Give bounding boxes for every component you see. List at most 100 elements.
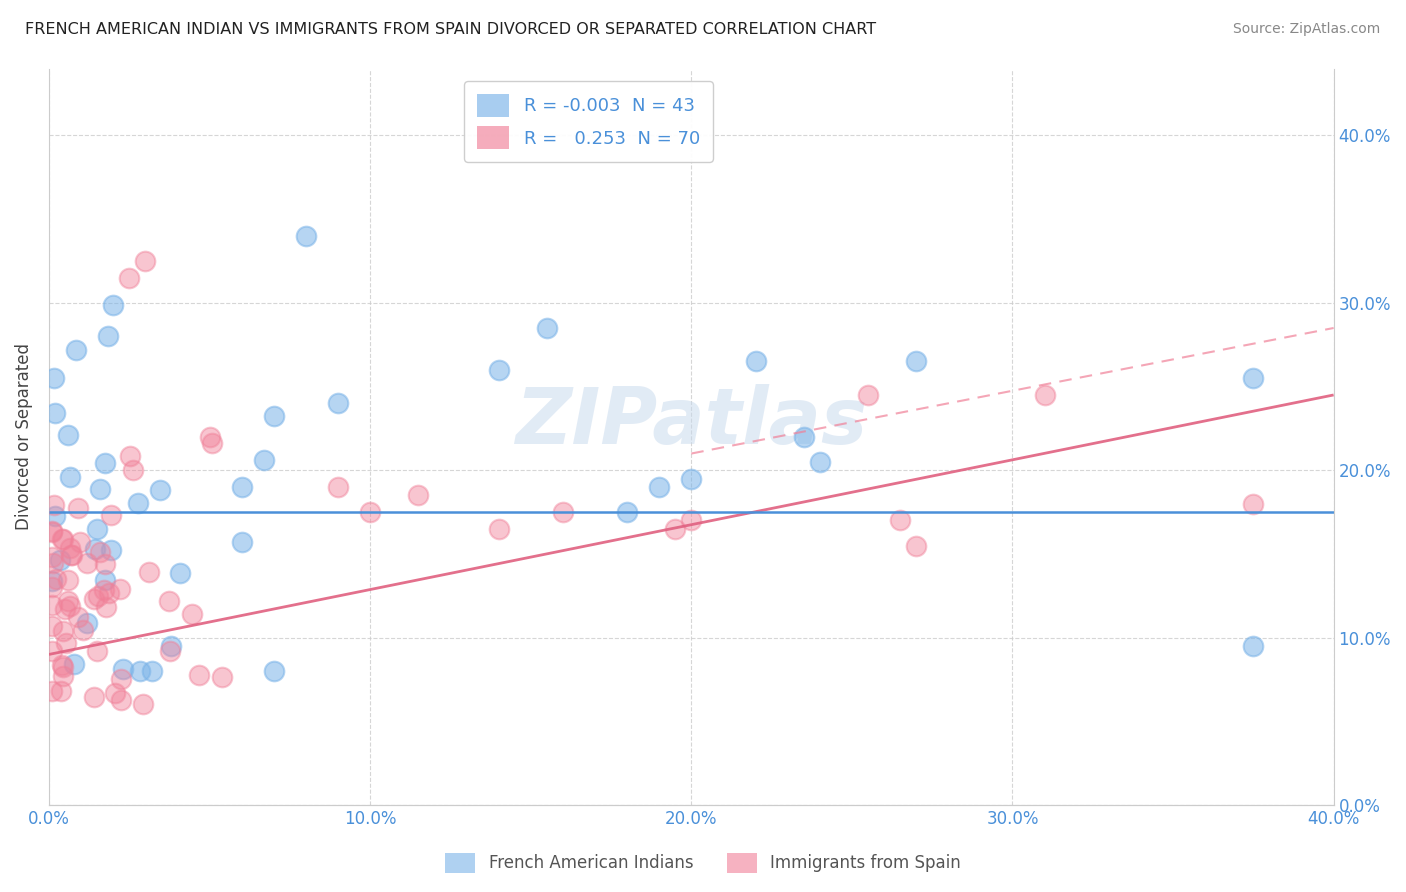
- Point: [51, 658, 73, 673]
- Point: [89, 482, 111, 496]
- Point: [253, 453, 276, 467]
- Point: [1033, 388, 1056, 402]
- Point: [41, 683, 63, 698]
- Point: [97, 329, 120, 343]
- Point: [488, 363, 510, 377]
- Point: [169, 566, 191, 580]
- Point: [648, 480, 671, 494]
- Point: [551, 505, 574, 519]
- Point: [58, 427, 80, 442]
- Y-axis label: Divorced or Separated: Divorced or Separated: [15, 343, 32, 531]
- Point: [55, 636, 77, 650]
- Point: [326, 480, 349, 494]
- Point: [138, 565, 160, 579]
- Point: [159, 644, 181, 658]
- Text: ZIPatlas: ZIPatlas: [515, 384, 868, 460]
- Point: [905, 354, 928, 368]
- Point: [94, 574, 117, 588]
- Point: [263, 664, 285, 678]
- Point: [488, 522, 510, 536]
- Text: FRENCH AMERICAN INDIAN VS IMMIGRANTS FROM SPAIN DIVORCED OR SEPARATED CORRELATIO: FRENCH AMERICAN INDIAN VS IMMIGRANTS FRO…: [25, 22, 876, 37]
- Point: [681, 472, 703, 486]
- Point: [793, 430, 815, 444]
- Point: [1241, 639, 1264, 653]
- Point: [149, 483, 172, 498]
- Point: [359, 505, 381, 519]
- Point: [42, 556, 65, 570]
- Point: [83, 592, 105, 607]
- Point: [198, 430, 221, 444]
- Legend: R = -0.003  N = 43, R =   0.253  N = 70: R = -0.003 N = 43, R = 0.253 N = 70: [464, 81, 713, 162]
- Point: [89, 545, 111, 559]
- Point: [110, 582, 132, 597]
- Point: [86, 522, 108, 536]
- Point: [44, 406, 66, 420]
- Point: [110, 673, 132, 687]
- Point: [84, 542, 107, 557]
- Point: [53, 602, 76, 616]
- Point: [76, 615, 98, 630]
- Point: [536, 321, 558, 335]
- Point: [856, 388, 879, 402]
- Legend: French American Indians, Immigrants from Spain: French American Indians, Immigrants from…: [439, 847, 967, 880]
- Point: [129, 664, 152, 678]
- Point: [52, 624, 75, 638]
- Point: [58, 599, 80, 613]
- Point: [111, 662, 134, 676]
- Point: [86, 644, 108, 658]
- Point: [83, 690, 105, 704]
- Point: [110, 693, 132, 707]
- Point: [118, 450, 141, 464]
- Point: [231, 535, 253, 549]
- Point: [76, 556, 98, 570]
- Point: [616, 505, 638, 519]
- Point: [69, 534, 91, 549]
- Point: [52, 532, 75, 546]
- Point: [664, 522, 686, 536]
- Point: [41, 599, 63, 613]
- Point: [51, 659, 73, 673]
- Point: [63, 657, 86, 672]
- Point: [121, 463, 143, 477]
- Point: [744, 354, 766, 368]
- Point: [159, 639, 181, 653]
- Point: [51, 532, 73, 546]
- Point: [231, 480, 253, 494]
- Point: [41, 524, 63, 538]
- Point: [52, 669, 75, 683]
- Point: [41, 574, 63, 589]
- Point: [72, 623, 94, 637]
- Point: [41, 580, 63, 594]
- Point: [131, 697, 153, 711]
- Point: [67, 501, 90, 516]
- Point: [60, 548, 83, 562]
- Text: Source: ZipAtlas.com: Source: ZipAtlas.com: [1233, 22, 1381, 37]
- Point: [41, 549, 63, 564]
- Point: [96, 600, 118, 615]
- Point: [295, 228, 318, 243]
- Point: [134, 254, 156, 268]
- Point: [100, 508, 122, 522]
- Point: [211, 670, 233, 684]
- Point: [1241, 371, 1264, 385]
- Point: [60, 548, 83, 562]
- Point: [41, 525, 63, 540]
- Point: [808, 455, 831, 469]
- Point: [93, 583, 115, 598]
- Point: [326, 396, 349, 410]
- Point: [905, 539, 928, 553]
- Point: [44, 370, 66, 384]
- Point: [157, 594, 180, 608]
- Point: [408, 488, 430, 502]
- Point: [59, 541, 82, 555]
- Point: [98, 586, 121, 600]
- Point: [41, 618, 63, 632]
- Point: [101, 298, 124, 312]
- Point: [181, 607, 204, 622]
- Point: [188, 667, 211, 681]
- Point: [118, 270, 141, 285]
- Point: [56, 573, 79, 587]
- Point: [681, 514, 703, 528]
- Point: [65, 343, 87, 357]
- Point: [49, 684, 72, 698]
